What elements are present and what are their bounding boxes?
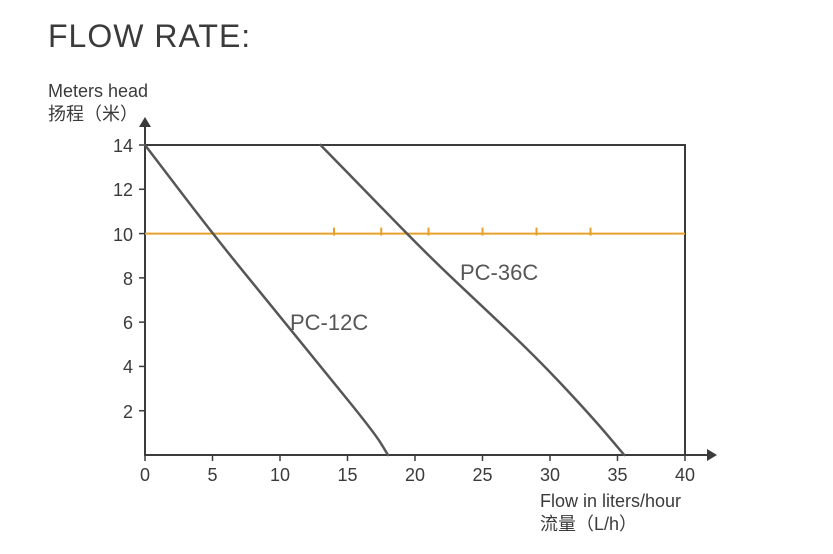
x-tick: 35: [598, 465, 638, 486]
y-tick: 6: [123, 313, 133, 334]
y-tick: 10: [113, 225, 133, 246]
x-tick: 5: [193, 465, 233, 486]
x-tick: 30: [530, 465, 570, 486]
y-tick: 14: [113, 136, 133, 157]
y-tick: 12: [113, 180, 133, 201]
series-label-pc36c: PC-36C: [460, 260, 538, 286]
chart-title: FLOW RATE:: [48, 18, 251, 55]
y-tick: 8: [123, 269, 133, 290]
x-axis-label-cn: 流量（L/h）: [540, 513, 681, 536]
x-tick: 10: [260, 465, 300, 486]
y-tick: 4: [123, 357, 133, 378]
y-tick: 2: [123, 402, 133, 423]
x-tick: 20: [395, 465, 435, 486]
x-tick: 15: [328, 465, 368, 486]
x-tick: 40: [665, 465, 705, 486]
flow-rate-chart: [95, 95, 735, 505]
x-tick: 0: [125, 465, 165, 486]
x-tick: 25: [463, 465, 503, 486]
series-label-pc12c: PC-12C: [290, 310, 368, 336]
